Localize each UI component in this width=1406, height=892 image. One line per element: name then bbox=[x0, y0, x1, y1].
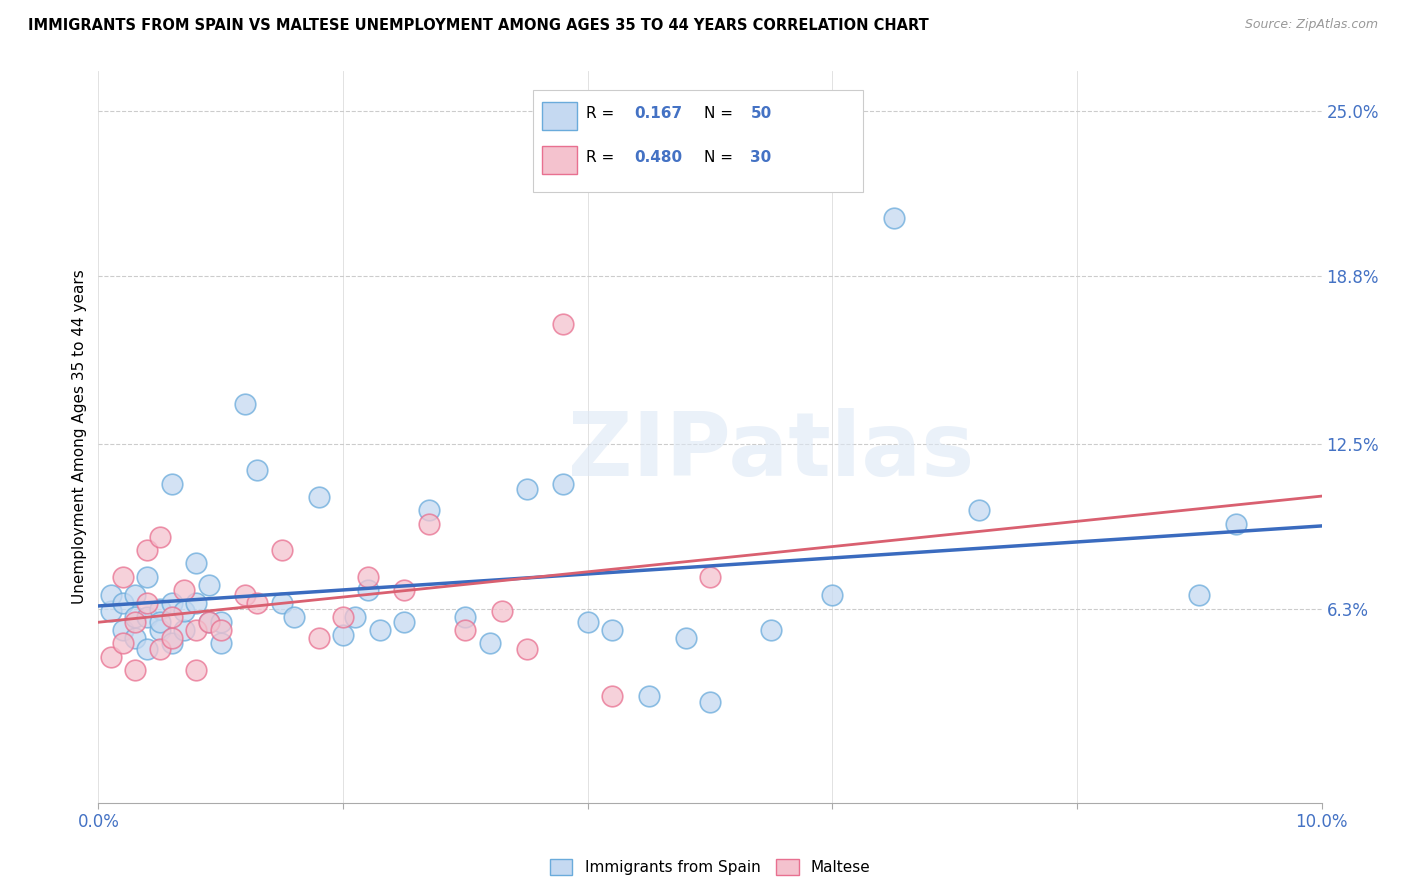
Point bbox=[600, 690, 623, 704]
Point bbox=[186, 557, 208, 571]
Point bbox=[149, 641, 172, 656]
Point bbox=[136, 543, 159, 558]
Y-axis label: Unemployment Among Ages 35 to 44 years: Unemployment Among Ages 35 to 44 years bbox=[72, 269, 87, 605]
Point bbox=[124, 631, 146, 645]
Point bbox=[186, 596, 208, 610]
Point bbox=[516, 482, 538, 496]
Point bbox=[160, 636, 183, 650]
Point bbox=[699, 570, 721, 584]
Point bbox=[759, 623, 782, 637]
Point bbox=[454, 623, 477, 637]
Point bbox=[124, 588, 146, 602]
Point bbox=[111, 623, 134, 637]
Point bbox=[100, 649, 122, 664]
Point bbox=[246, 463, 269, 477]
Point bbox=[270, 596, 292, 610]
Bar bbox=[533, 89, 863, 192]
Point bbox=[356, 570, 378, 584]
Point bbox=[111, 596, 134, 610]
Point bbox=[160, 596, 183, 610]
Point bbox=[149, 601, 172, 615]
Point bbox=[516, 641, 538, 656]
Point bbox=[454, 609, 477, 624]
Point bbox=[197, 615, 219, 629]
Text: N =: N = bbox=[704, 150, 738, 165]
Point bbox=[136, 570, 159, 584]
Point bbox=[283, 609, 305, 624]
Point bbox=[186, 663, 208, 677]
Point bbox=[553, 476, 575, 491]
Point bbox=[418, 516, 440, 531]
Point bbox=[111, 570, 134, 584]
Point bbox=[160, 476, 183, 491]
Point bbox=[100, 604, 122, 618]
Point bbox=[699, 695, 721, 709]
Point bbox=[160, 631, 183, 645]
Point bbox=[173, 604, 195, 618]
Point bbox=[344, 609, 367, 624]
Text: 0.480: 0.480 bbox=[634, 150, 682, 165]
Bar bbox=[543, 146, 576, 174]
Point bbox=[675, 631, 697, 645]
Point bbox=[356, 582, 378, 597]
Text: R =: R = bbox=[586, 150, 620, 165]
Point bbox=[418, 503, 440, 517]
Point bbox=[209, 615, 232, 629]
Point bbox=[233, 397, 256, 411]
Point bbox=[160, 609, 183, 624]
Point bbox=[821, 588, 844, 602]
Point bbox=[576, 615, 599, 629]
Point bbox=[100, 588, 122, 602]
Point bbox=[173, 582, 195, 597]
Point bbox=[209, 636, 232, 650]
Bar bbox=[543, 102, 576, 130]
Point bbox=[308, 631, 330, 645]
Point bbox=[149, 623, 172, 637]
Text: 0.167: 0.167 bbox=[634, 106, 682, 121]
Text: 50: 50 bbox=[751, 106, 772, 121]
Point bbox=[1188, 588, 1211, 602]
Point bbox=[600, 623, 623, 637]
Point bbox=[173, 623, 195, 637]
Point bbox=[149, 530, 172, 544]
Text: Source: ZipAtlas.com: Source: ZipAtlas.com bbox=[1244, 18, 1378, 31]
Point bbox=[392, 582, 416, 597]
Point bbox=[368, 623, 391, 637]
Point bbox=[136, 596, 159, 610]
Point bbox=[136, 609, 159, 624]
Point bbox=[186, 623, 208, 637]
Point bbox=[233, 588, 256, 602]
Point bbox=[111, 636, 134, 650]
Text: ZIPatlas: ZIPatlas bbox=[568, 409, 974, 495]
Point bbox=[392, 615, 416, 629]
Point bbox=[553, 317, 575, 331]
Point bbox=[332, 609, 354, 624]
Legend: Immigrants from Spain, Maltese: Immigrants from Spain, Maltese bbox=[541, 852, 879, 883]
Point bbox=[124, 615, 146, 629]
Text: N =: N = bbox=[704, 106, 738, 121]
Point bbox=[270, 543, 292, 558]
Point bbox=[246, 596, 269, 610]
Point bbox=[883, 211, 905, 225]
Text: IMMIGRANTS FROM SPAIN VS MALTESE UNEMPLOYMENT AMONG AGES 35 TO 44 YEARS CORRELAT: IMMIGRANTS FROM SPAIN VS MALTESE UNEMPLO… bbox=[28, 18, 929, 33]
Point bbox=[478, 636, 501, 650]
Point bbox=[967, 503, 990, 517]
Point bbox=[149, 615, 172, 629]
Point bbox=[332, 628, 354, 642]
Point bbox=[124, 609, 146, 624]
Text: 30: 30 bbox=[751, 150, 772, 165]
Point bbox=[197, 577, 219, 591]
Point bbox=[136, 641, 159, 656]
Point bbox=[1225, 516, 1247, 531]
Text: R =: R = bbox=[586, 106, 620, 121]
Point bbox=[308, 490, 330, 504]
Point bbox=[197, 615, 219, 629]
Point bbox=[209, 623, 232, 637]
Point bbox=[491, 604, 513, 618]
Point bbox=[124, 663, 146, 677]
Point bbox=[637, 690, 661, 704]
